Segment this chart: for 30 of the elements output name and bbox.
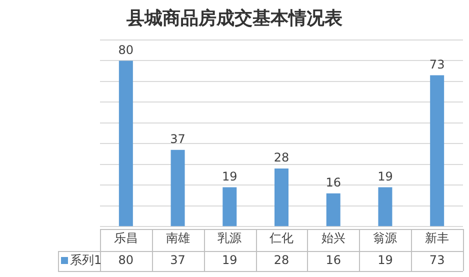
annotation: 16 xyxy=(326,176,341,190)
annotation: 19 xyxy=(222,169,238,184)
data-label: 80 xyxy=(118,253,134,268)
data-label: 73 xyxy=(429,253,445,268)
annotation: 80 xyxy=(118,42,134,57)
data-label: 16 xyxy=(326,253,341,268)
data-label: 19 xyxy=(378,253,393,268)
x-tick-label: 乐昌 xyxy=(114,230,138,245)
annotation: 28 xyxy=(274,150,290,165)
bar xyxy=(118,60,133,226)
x-tick-label: 始兴 xyxy=(321,230,346,245)
bar xyxy=(170,150,185,226)
bar xyxy=(378,187,392,226)
data-label: 37 xyxy=(170,253,186,268)
annotation: 19 xyxy=(378,169,393,184)
data-label: 28 xyxy=(274,253,290,268)
bar xyxy=(430,75,444,226)
annotation: 73 xyxy=(429,57,445,72)
x-tick-label: 仁化 xyxy=(268,230,294,245)
bar xyxy=(222,187,237,226)
x-tick-label: 新丰 xyxy=(425,230,450,245)
bar xyxy=(326,193,340,226)
data-label: 19 xyxy=(222,253,238,268)
chart-title: 县城商品房成交基本情况表 xyxy=(126,7,344,30)
x-tick-label: 乳源 xyxy=(218,230,242,245)
legend-label: 系列1 xyxy=(70,253,102,268)
bar xyxy=(274,168,288,226)
x-tick-label: 南雄 xyxy=(166,230,190,245)
x-tick-label: 翁源 xyxy=(373,230,398,245)
annotation: 37 xyxy=(170,132,186,146)
